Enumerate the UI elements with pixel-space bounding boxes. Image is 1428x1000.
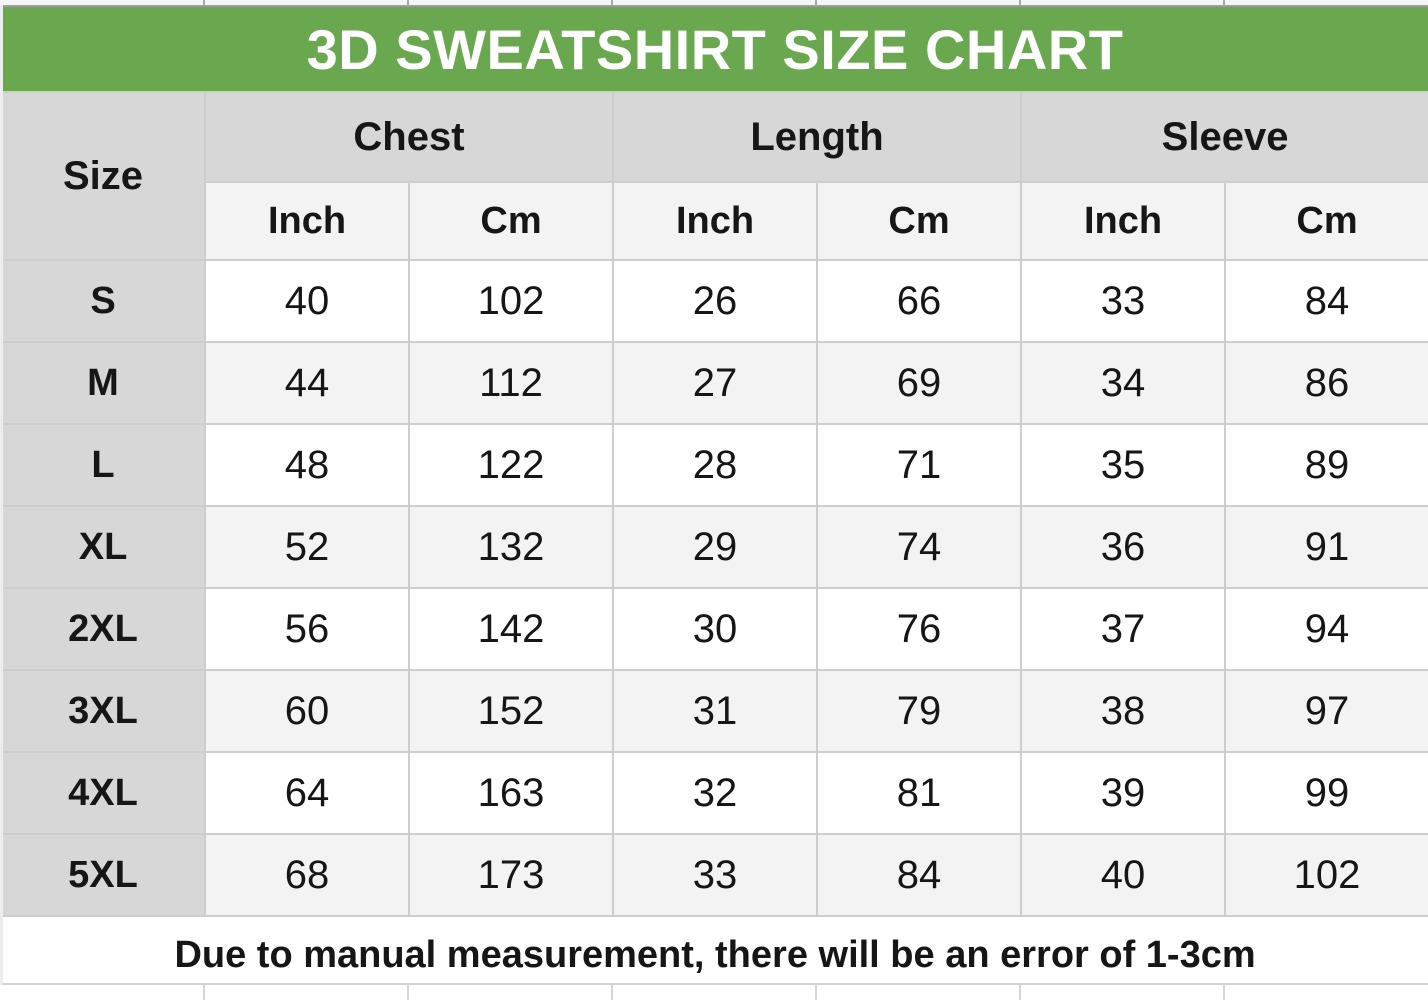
measurement-value: 38 [1020,669,1226,753]
size-label: 2XL [0,587,206,671]
measurement-value: 40 [1020,833,1226,917]
grid-line [407,985,409,1000]
size-label: 5XL [0,833,206,917]
measurement-value: 48 [204,423,410,507]
measurement-value: 44 [204,341,410,425]
grid-line [611,985,613,1000]
measurement-value: 71 [816,423,1022,507]
measurement-value: 99 [1223,751,1428,835]
measurement-value: 81 [816,751,1022,835]
measurement-value: 94 [1223,587,1428,671]
size-label: S [0,259,206,343]
measurement-value: 68 [204,833,410,917]
grid-line [203,0,205,5]
measurement-value: 29 [612,505,818,589]
measurement-value: 40 [204,259,410,343]
measurement-value: 32 [612,751,818,835]
grid-line [407,0,409,5]
col-group-sleeve: Sleeve [1019,91,1428,183]
grid-line [1019,0,1021,5]
measurement-value: 102 [408,259,614,343]
measurement-value: 33 [1020,259,1226,343]
measurement-value: 52 [204,505,410,589]
measurement-value: 37 [1020,587,1226,671]
grid-line [815,0,817,5]
size-label: 3XL [0,669,206,753]
measurement-value: 28 [612,423,818,507]
table-row-2xl: 2XL 56 142 30 76 37 94 [0,587,1428,671]
table-row-s: S 40 102 26 66 33 84 [0,259,1428,343]
unit-header-row: Inch Cm Inch Cm Inch Cm [1,181,1428,261]
measurement-value: 163 [408,751,614,835]
measurement-value: 36 [1020,505,1226,589]
table-row-xl: XL 52 132 29 74 36 91 [0,505,1428,589]
table-row-5xl: 5XL 68 173 33 84 40 102 [0,833,1428,917]
title-row: 3D SWEATSHIRT SIZE CHART [0,5,1428,93]
clipped-spreadsheet-row-bottom [0,983,1428,1000]
measurement-value: 39 [1020,751,1226,835]
measurement-value: 74 [816,505,1022,589]
col-group-length: Length [612,91,1022,183]
measurement-value: 86 [1223,341,1428,425]
measurement-value: 26 [612,259,818,343]
measurement-value: 89 [1223,423,1428,507]
measurement-value: 112 [408,341,614,425]
measurement-value: 69 [816,341,1022,425]
size-chart-table: 3D SWEATSHIRT SIZE CHART Size Chest Leng… [0,5,1428,995]
table-row-3xl: 3XL 60 152 31 79 38 97 [0,669,1428,753]
measurement-value: 79 [816,669,1022,753]
measurement-value: 173 [408,833,614,917]
measurement-value: 97 [1223,669,1428,753]
measurement-value: 132 [408,505,614,589]
measurement-value: 27 [612,341,818,425]
size-label: L [0,423,206,507]
unit-header-chest-cm: Cm [408,181,614,261]
measurement-value: 35 [1020,423,1226,507]
measurement-value: 76 [816,587,1022,671]
unit-header-length-cm: Cm [816,181,1022,261]
measurement-value: 66 [816,259,1022,343]
measurement-value: 84 [816,833,1022,917]
measurement-value: 102 [1223,833,1428,917]
grid-line [1223,0,1225,5]
measurement-value: 33 [612,833,818,917]
note-row: Due to manual measurement, there will be… [0,915,1428,995]
measurement-value: 152 [408,669,614,753]
chart-title: 3D SWEATSHIRT SIZE CHART [0,5,1428,93]
unit-header-chest-inch: Inch [204,181,410,261]
grid-line [203,985,205,1000]
grid-line [815,985,817,1000]
measurement-value: 84 [1223,259,1428,343]
unit-header-length-inch: Inch [612,181,818,261]
table-row-4xl: 4XL 64 163 32 81 39 99 [0,751,1428,835]
col-group-chest: Chest [204,91,614,183]
table-left-edge [0,5,3,985]
table-row-l: L 48 122 28 71 35 89 [0,423,1428,507]
grid-line [1223,985,1225,1000]
unit-header-sleeve-inch: Inch [1020,181,1226,261]
size-label: XL [0,505,206,589]
group-header-row: Size Chest Length Sleeve [0,91,1428,261]
measurement-note: Due to manual measurement, there will be… [0,915,1428,995]
col-header-size: Size [0,91,206,261]
measurement-value: 34 [1020,341,1226,425]
unit-header-sleeve-cm: Cm [1223,181,1428,261]
size-label: M [0,341,206,425]
measurement-value: 142 [408,587,614,671]
measurement-value: 56 [204,587,410,671]
table-row-m: M 44 112 27 69 34 86 [0,341,1428,425]
measurement-value: 31 [612,669,818,753]
measurement-value: 64 [204,751,410,835]
measurement-value: 30 [612,587,818,671]
size-label: 4XL [0,751,206,835]
measurement-value: 91 [1223,505,1428,589]
grid-line [611,0,613,5]
measurement-value: 122 [408,423,614,507]
measurement-value: 60 [204,669,410,753]
grid-line [1019,985,1021,1000]
